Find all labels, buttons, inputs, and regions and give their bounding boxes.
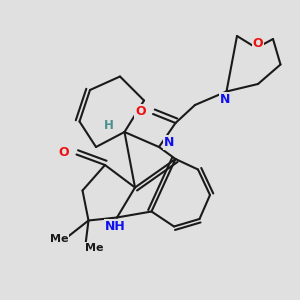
Text: O: O — [58, 146, 69, 159]
Text: O: O — [135, 105, 146, 119]
Text: NH: NH — [105, 220, 126, 233]
Text: Me: Me — [85, 243, 103, 253]
Text: N: N — [164, 136, 175, 149]
Text: H: H — [104, 119, 114, 132]
Text: O: O — [253, 37, 263, 50]
Text: N: N — [220, 93, 230, 106]
Text: Me: Me — [50, 234, 68, 244]
